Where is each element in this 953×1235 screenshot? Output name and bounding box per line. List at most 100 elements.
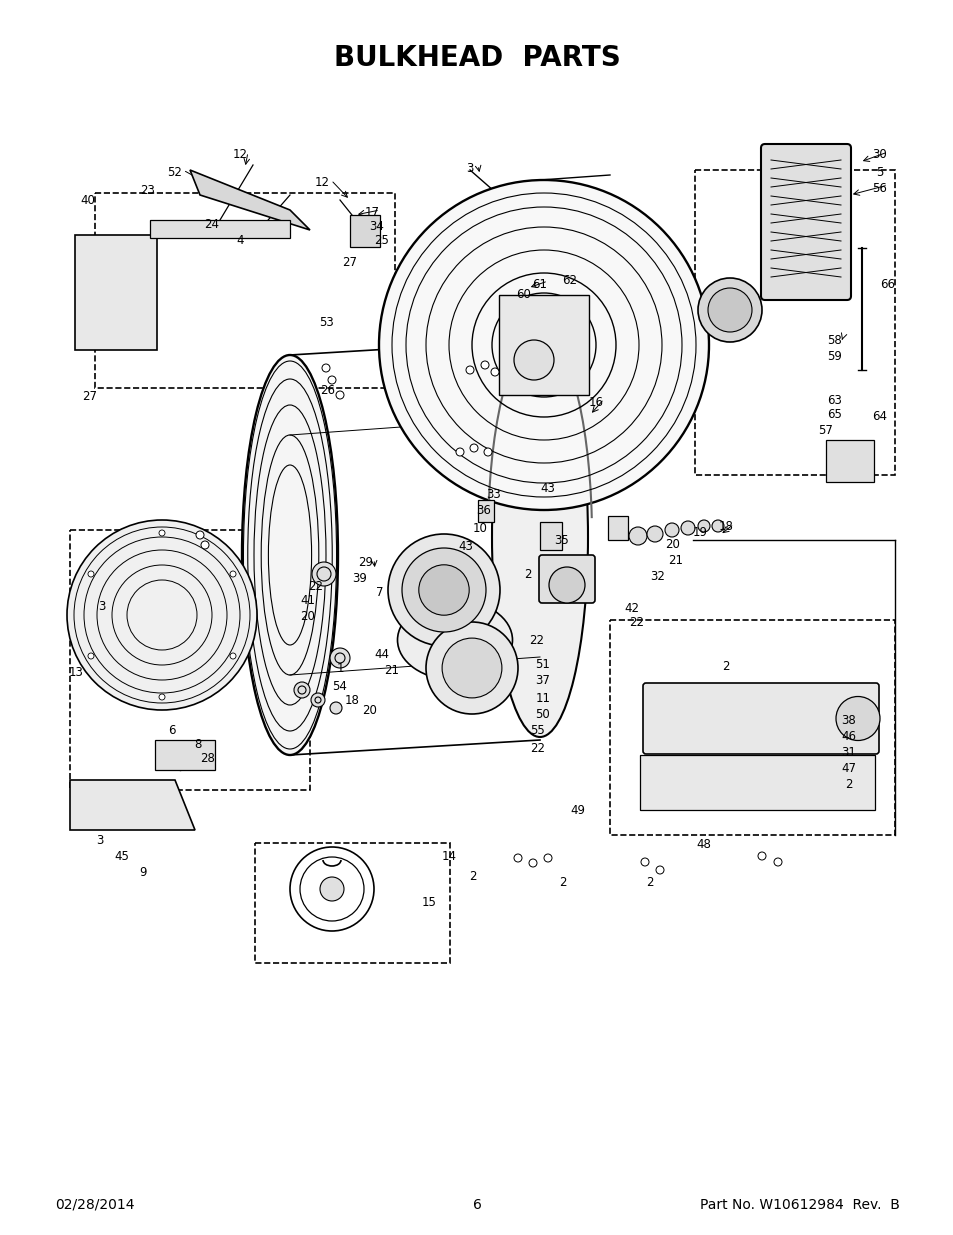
Text: 35: 35 <box>554 534 569 547</box>
Text: Part No. W10612984  Rev.  B: Part No. W10612984 Rev. B <box>700 1198 899 1212</box>
Text: 3: 3 <box>466 162 474 174</box>
Circle shape <box>456 448 463 456</box>
Text: 43: 43 <box>458 540 473 552</box>
Text: 4: 4 <box>236 233 244 247</box>
Bar <box>75 235 157 350</box>
Text: 25: 25 <box>375 235 389 247</box>
Text: 18: 18 <box>718 520 733 534</box>
Text: 55: 55 <box>530 725 545 737</box>
Text: 36: 36 <box>476 504 491 516</box>
Text: 57: 57 <box>818 424 833 436</box>
Bar <box>254 844 450 963</box>
Text: 62: 62 <box>562 273 577 287</box>
Text: 33: 33 <box>486 488 501 500</box>
Bar <box>150 220 290 238</box>
Circle shape <box>426 622 517 714</box>
Circle shape <box>330 701 341 714</box>
Circle shape <box>330 648 350 668</box>
Text: BULKHEAD  PARTS: BULKHEAD PARTS <box>334 44 619 72</box>
Text: 66: 66 <box>880 279 895 291</box>
Circle shape <box>418 564 469 615</box>
Text: 3: 3 <box>98 600 106 614</box>
Circle shape <box>698 520 709 532</box>
Circle shape <box>470 445 477 452</box>
Ellipse shape <box>492 337 587 737</box>
Polygon shape <box>190 170 310 230</box>
Circle shape <box>529 860 537 867</box>
Text: 3: 3 <box>96 834 104 846</box>
Text: 27: 27 <box>82 389 97 403</box>
Circle shape <box>646 526 662 542</box>
Text: 22: 22 <box>629 615 644 629</box>
Text: 26: 26 <box>320 384 335 396</box>
Circle shape <box>319 877 344 902</box>
Circle shape <box>378 180 708 510</box>
Text: 51: 51 <box>535 657 550 671</box>
Circle shape <box>322 364 330 372</box>
Circle shape <box>388 534 499 646</box>
Text: 23: 23 <box>140 184 155 196</box>
Circle shape <box>480 361 489 369</box>
Text: 52: 52 <box>168 167 182 179</box>
Text: 42: 42 <box>624 601 639 615</box>
Circle shape <box>195 531 204 538</box>
Text: 64: 64 <box>872 410 886 422</box>
Circle shape <box>88 653 94 659</box>
Circle shape <box>441 638 501 698</box>
Bar <box>639 755 874 810</box>
Circle shape <box>401 548 485 632</box>
Circle shape <box>314 697 320 703</box>
FancyBboxPatch shape <box>760 144 850 300</box>
Text: 63: 63 <box>826 394 841 406</box>
Text: 2: 2 <box>645 876 653 888</box>
Text: 11: 11 <box>535 692 550 704</box>
Text: 48: 48 <box>696 837 711 851</box>
Text: 10: 10 <box>472 521 487 535</box>
Text: 29: 29 <box>358 556 374 568</box>
Text: 59: 59 <box>826 351 841 363</box>
Circle shape <box>335 391 344 399</box>
Text: 54: 54 <box>333 679 347 693</box>
Text: 12: 12 <box>314 177 329 189</box>
Text: 58: 58 <box>827 333 841 347</box>
Text: 50: 50 <box>535 708 550 720</box>
Bar <box>695 170 894 475</box>
Bar <box>498 295 588 395</box>
Circle shape <box>548 567 584 603</box>
Circle shape <box>67 520 256 710</box>
Circle shape <box>159 530 165 536</box>
Text: 21: 21 <box>384 664 399 678</box>
Circle shape <box>711 520 723 532</box>
Bar <box>70 530 310 790</box>
Text: 39: 39 <box>353 572 367 584</box>
Text: 2: 2 <box>469 869 476 883</box>
Text: 38: 38 <box>841 715 856 727</box>
Text: 22: 22 <box>529 635 544 647</box>
Ellipse shape <box>242 354 337 755</box>
Circle shape <box>656 866 663 874</box>
Circle shape <box>773 858 781 866</box>
Circle shape <box>514 853 521 862</box>
Circle shape <box>698 278 761 342</box>
Text: 32: 32 <box>650 571 665 583</box>
Text: 15: 15 <box>421 895 436 909</box>
Text: 18: 18 <box>344 694 359 706</box>
Circle shape <box>640 858 648 866</box>
Text: 49: 49 <box>570 804 585 816</box>
Text: 61: 61 <box>532 278 547 290</box>
Text: 37: 37 <box>535 674 550 688</box>
Text: 45: 45 <box>114 850 130 862</box>
Text: 60: 60 <box>516 288 531 300</box>
Bar <box>477 500 494 522</box>
Circle shape <box>294 682 310 698</box>
Text: 31: 31 <box>841 746 856 760</box>
Text: 44: 44 <box>375 647 389 661</box>
Circle shape <box>230 653 235 659</box>
Text: 9: 9 <box>139 867 147 879</box>
Circle shape <box>514 340 554 380</box>
Text: 2: 2 <box>524 568 531 580</box>
Circle shape <box>758 852 765 860</box>
Circle shape <box>201 541 209 550</box>
Bar <box>607 516 627 540</box>
Polygon shape <box>70 781 194 830</box>
